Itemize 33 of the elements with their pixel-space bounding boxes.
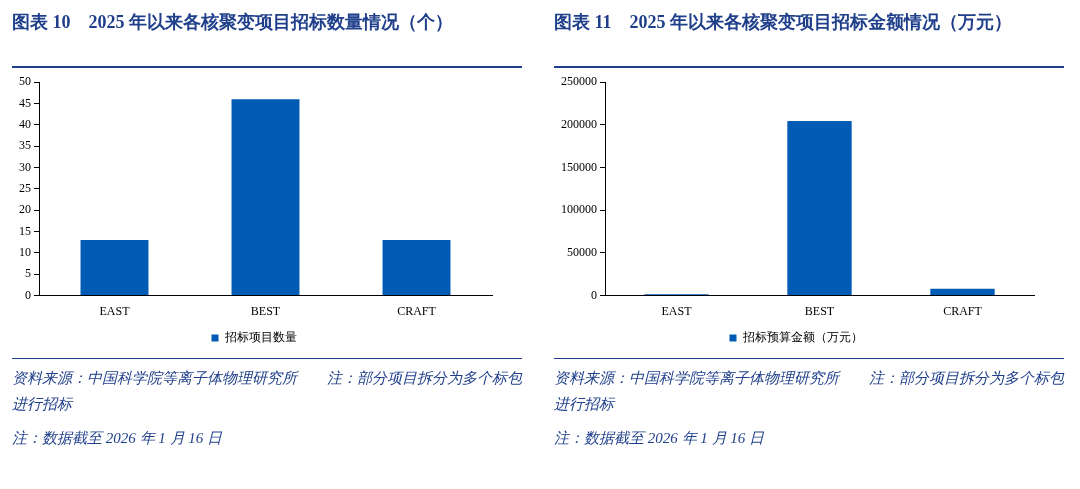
text: 注：数据截至 2026 年 1 月 16 日 (554, 429, 765, 448)
x-tick-label: BEST (250, 303, 281, 318)
y-tick-label: 10 (19, 245, 31, 260)
text: 注：数据截至 2026 年 1 月 16 日 (12, 429, 223, 448)
bar (787, 121, 852, 296)
y-tick-label: 250000 (561, 74, 597, 89)
legend-label: 招标项目数量 (223, 330, 297, 345)
legend-label: 招标预算金额（万元） (741, 330, 863, 345)
y-tick-label: 35 (19, 138, 31, 153)
y-tick-label: 50000 (567, 245, 597, 260)
text: 资料来源：中国科学院等离子体物理研究所 注：部分项目拆分为多个标包进行招标 (554, 369, 1064, 414)
y-tick-label: 0 (25, 287, 31, 302)
chart-title: 图表 10 2025 年以来各核聚变项目招标数量情况（个） (12, 8, 522, 68)
y-tick-label: 25 (19, 181, 31, 196)
x-tick-label: CRAFT (943, 303, 983, 318)
y-tick-label: 5 (25, 266, 31, 281)
y-tick-label: 20 (19, 202, 31, 217)
y-tick-label: 200000 (561, 117, 597, 132)
y-tick-label: 0 (591, 287, 597, 302)
chart-title: 图表 11 2025 年以来各核聚变项目招标金额情况（万元） (554, 8, 1064, 68)
y-tick-label: 30 (19, 159, 31, 174)
x-tick-label: BEST (804, 303, 835, 318)
x-tick-label: EAST (99, 303, 131, 318)
y-tick-label: 100000 (561, 202, 597, 217)
y-tick-label: 15 (19, 223, 31, 238)
x-tick-label: CRAFT (397, 303, 437, 318)
y-tick-label: 40 (19, 117, 31, 132)
bar (930, 288, 995, 296)
text: 资料来源：中国科学院等离子体物理研究所 注：部分项目拆分为多个标包进行招标 (12, 369, 522, 414)
y-tick-label: 45 (19, 95, 31, 110)
x-tick-label: EAST (661, 303, 693, 318)
y-tick-label: 150000 (561, 159, 597, 174)
y-tick-label: 50 (19, 74, 31, 89)
